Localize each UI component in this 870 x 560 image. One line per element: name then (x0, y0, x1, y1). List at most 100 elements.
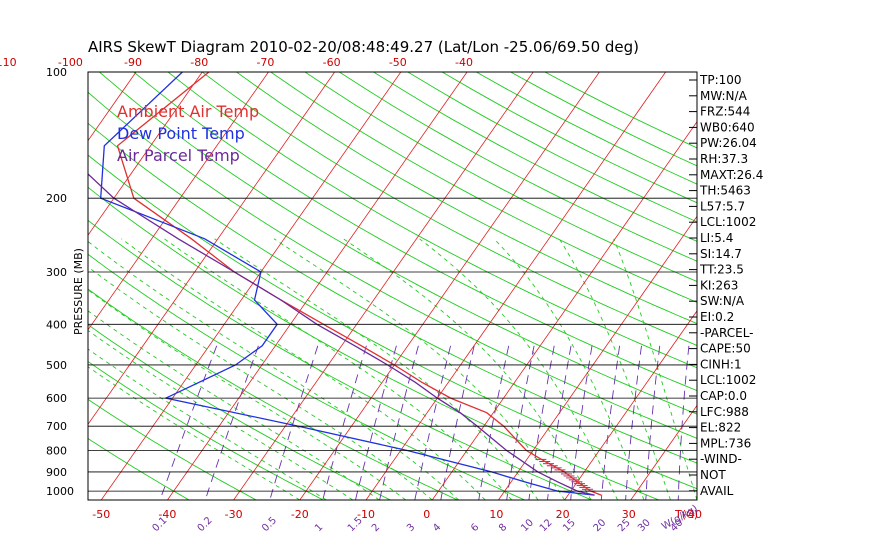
bottom-temperature-tick-label: -40 (158, 508, 176, 521)
grid-layer (0, 72, 697, 500)
isotherm (0, 72, 70, 500)
dry-adiabat (88, 122, 697, 464)
moist-adiabat (343, 238, 592, 500)
moist-adiabat (121, 238, 486, 500)
index-label: FRZ:544 (700, 105, 750, 119)
dry-adiabat (88, 154, 697, 490)
index-label: -PARCEL- (700, 326, 754, 340)
moist-adiabat (88, 310, 380, 500)
pressure-tick-label: 300 (46, 266, 67, 279)
index-label: CINH:1 (700, 357, 742, 371)
bottom-temperature-tick-label: -10 (357, 508, 375, 521)
mixing-ratio-line (379, 345, 419, 500)
dry-adiabat (270, 72, 697, 303)
mixing-ratio-tick-label: 12 (538, 517, 555, 534)
index-label: WB0:640 (700, 120, 755, 134)
mixing-ratio-line (645, 345, 661, 500)
mixing-ratio-line (414, 345, 452, 500)
mixing-ratio-tick-label: 8 (497, 522, 509, 534)
pressure-tick-label: 200 (46, 192, 67, 205)
index-label: -WIND- (700, 452, 742, 466)
bottom-temperature-tick-label: -50 (92, 508, 110, 521)
mixing-ratio-tick-label: 20 (592, 517, 609, 534)
series-line-2 (88, 173, 595, 496)
dry-adiabat (99, 72, 697, 415)
pressure-tick-label: 800 (46, 445, 67, 458)
mixing-ratio-tick-label: 10 (519, 517, 536, 534)
mixing-ratio-tick-label: 2 (370, 522, 382, 534)
index-label: TP:100 (699, 73, 742, 87)
mixing-ratio-line (478, 345, 510, 500)
index-label: LCL:1002 (700, 215, 756, 229)
pressure-tick-label: 700 (46, 420, 67, 433)
mixing-ratio-line (570, 345, 593, 500)
dry-adiabat (88, 398, 257, 500)
index-label: CAPE:50 (700, 342, 751, 356)
mixing-ratio-line (322, 345, 367, 500)
mixing-ratio-line (547, 345, 572, 500)
index-label: LI:5.4 (700, 231, 733, 245)
top-temperature-tick-label: -40 (455, 56, 473, 69)
dry-adiabat (304, 72, 697, 283)
dry-adiabat (476, 72, 697, 185)
dry-adiabat (201, 72, 697, 346)
bottom-temperature-tick-label: -30 (225, 508, 243, 521)
bottom-temperature-tick-label: 30 (622, 508, 636, 521)
mixing-ratio-line (600, 345, 621, 500)
legend-entry-2: Air Parcel Temp (117, 146, 240, 165)
index-label: LFC:988 (700, 405, 749, 419)
isotherm (630, 404, 697, 500)
isotherm (167, 72, 468, 500)
index-label: EL:822 (700, 421, 741, 435)
moist-adiabat (493, 238, 645, 500)
top-temperature-tick-label: -70 (256, 56, 274, 69)
dry-adiabat (88, 437, 190, 500)
index-label: PW:26.04 (700, 136, 757, 150)
dry-adiabat (88, 219, 593, 500)
isotherm (88, 72, 137, 142)
isotherm (100, 72, 402, 500)
isotherm (431, 121, 697, 500)
pressure-tick-label: 500 (46, 359, 67, 372)
chart-title: AIRS SkewT Diagram 2010-02-20/08:48:49.2… (88, 38, 639, 56)
mixing-ratio-line (677, 345, 690, 500)
top-temperature-tick-label: -90 (124, 56, 142, 69)
isotherm (365, 72, 666, 500)
isotherm (564, 310, 697, 500)
index-label: AVAIL (700, 484, 734, 498)
mixing-ratio-tick-label: 30 (636, 517, 653, 534)
index-label: SW:N/A (700, 294, 745, 308)
isotherm (299, 72, 600, 500)
mixing-ratio-tick-label: 3 (405, 522, 417, 534)
moist-adiabat (88, 240, 460, 500)
index-label: CAP:0.0 (700, 389, 747, 403)
index-label: LCL:1002 (700, 373, 756, 387)
isotherm (498, 215, 697, 500)
moist-adiabat (88, 266, 433, 500)
dry-adiabat (88, 186, 660, 500)
index-label: MW:N/A (700, 89, 748, 103)
dry-adiabat (339, 72, 697, 262)
index-label: L57:5.7 (700, 199, 745, 213)
dry-adiabat (236, 72, 697, 325)
moist-adiabat (164, 238, 513, 500)
isotherm (88, 72, 335, 426)
dry-adiabat (88, 253, 525, 500)
bottom-temperature-tick-label: 40 (688, 508, 702, 521)
dry-adiabat (88, 91, 697, 439)
y-axis-label: PRESSURE (MB) (72, 248, 85, 335)
index-label: KI:263 (700, 278, 738, 292)
dry-adiabat (441, 72, 697, 204)
series-line-1 (100, 72, 595, 496)
bottom-temperature-tick-label: 0 (423, 508, 430, 521)
moist-adiabat (88, 289, 406, 500)
dry-adiabat (88, 324, 391, 500)
mixing-ratio-tick-label: 6 (469, 522, 481, 534)
mixing-ratio-line (528, 345, 555, 500)
index-label: SI:14.7 (700, 247, 742, 261)
index-label: TH:5463 (699, 184, 751, 198)
legend-entry-0: Ambient Air Temp (117, 102, 259, 121)
index-label: RH:37.3 (700, 152, 748, 166)
pressure-tick-label: 100 (46, 66, 67, 79)
